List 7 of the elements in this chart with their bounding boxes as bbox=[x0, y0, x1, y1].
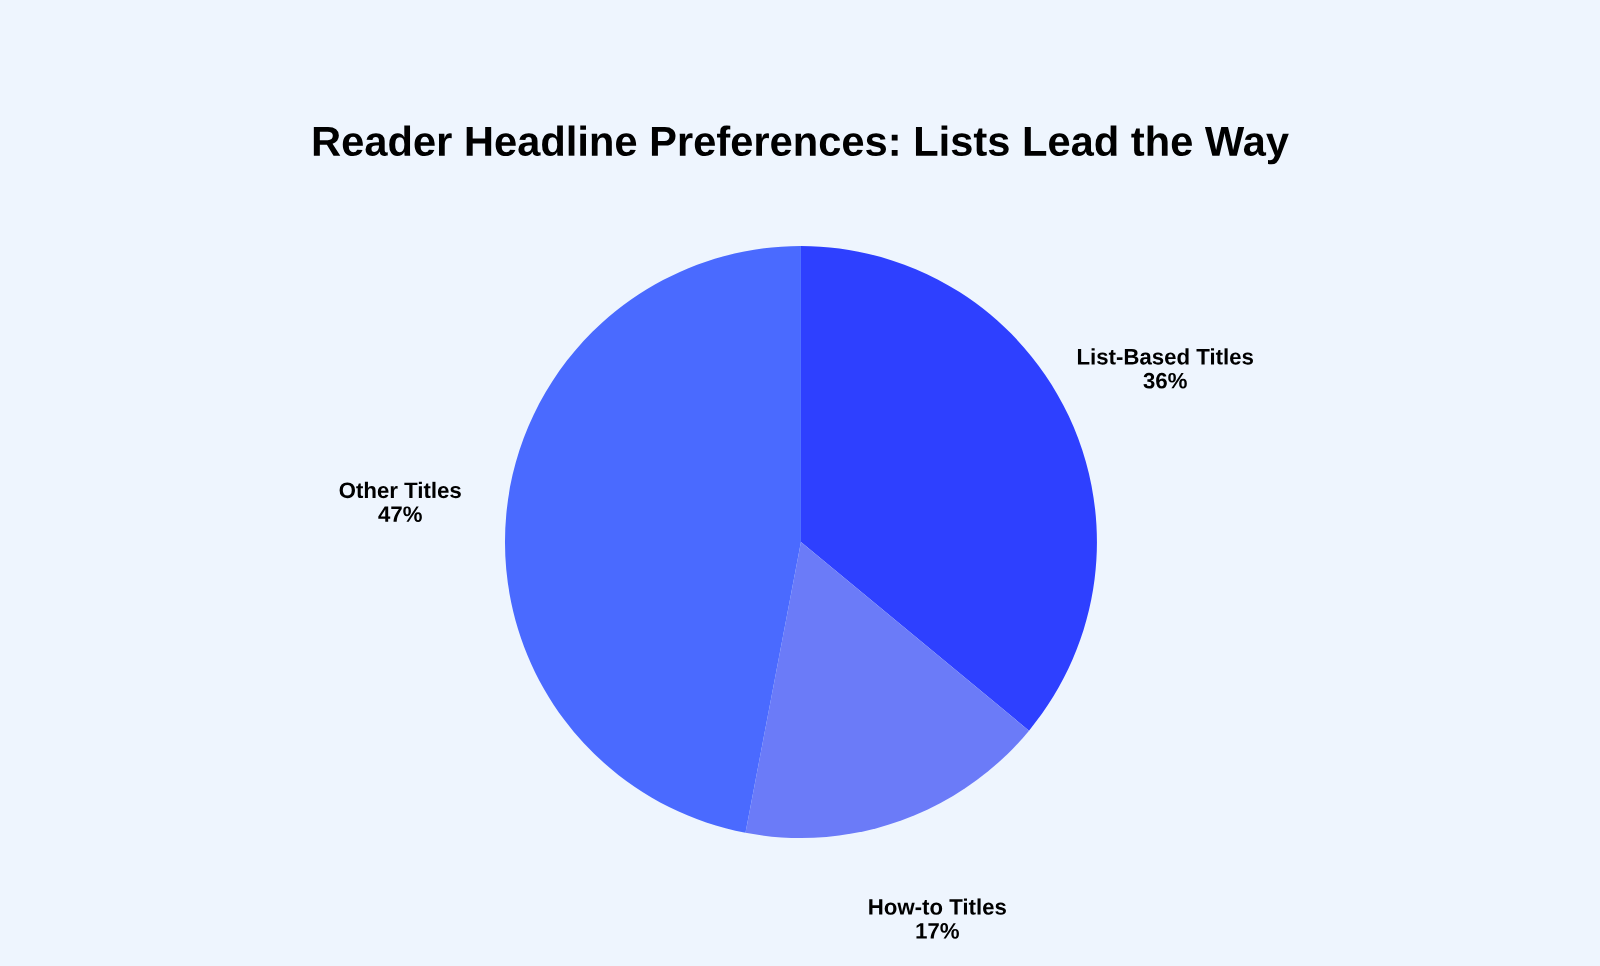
data-label: 36% bbox=[1143, 372, 1187, 389]
slice-label: List-Based Titles bbox=[1077, 348, 1253, 365]
slice-label: Other Titles bbox=[339, 481, 461, 499]
chart-title: Reader Headline Preferences: Lists Lead the Way bbox=[313, 125, 1289, 165]
slice-label: How-to Titles bbox=[869, 898, 1006, 915]
data-label: 47% bbox=[378, 506, 422, 523]
data-label: 17% bbox=[916, 923, 959, 939]
